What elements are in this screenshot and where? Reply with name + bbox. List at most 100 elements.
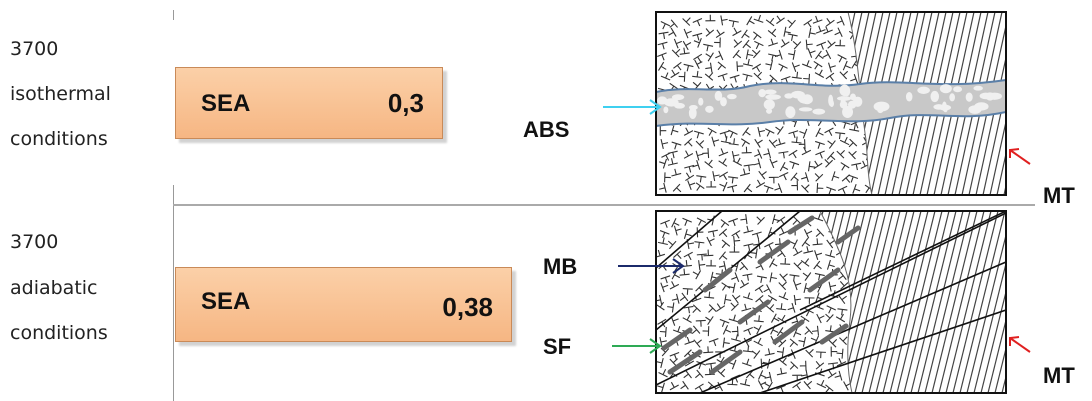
tee-mark: [764, 371, 773, 382]
hatch-line: [868, 211, 915, 393]
tee-mark: [695, 319, 706, 327]
tee-mark: [693, 130, 704, 139]
shear-line-5: [759, 309, 1006, 393]
tee-mark: [673, 38, 683, 49]
tee-mark: [706, 180, 717, 188]
tee-mark: [728, 218, 739, 227]
sf-band-3: [709, 349, 743, 375]
void-bubble: [829, 100, 834, 107]
tee-mark: [682, 40, 692, 51]
tee-mark: [719, 130, 730, 139]
void-bubble: [943, 106, 948, 113]
sf-band-9: [807, 267, 841, 293]
tee-mark: [696, 217, 707, 226]
sf-band-4: [702, 267, 733, 293]
tee-mark: [771, 214, 780, 225]
tee-mark: [848, 138, 858, 148]
tee-mark: [842, 60, 851, 71]
tee-mark: [769, 158, 778, 169]
tee-mark: [704, 159, 713, 169]
tee-mark: [778, 292, 789, 301]
tee-mark: [770, 313, 780, 323]
tee-mark: [826, 259, 835, 270]
tee-mark: [692, 18, 703, 27]
tee-mark: [836, 358, 847, 367]
tee-mark: [827, 370, 837, 379]
tee-mark: [789, 239, 798, 249]
tee-mark: [669, 351, 680, 361]
tee-mark: [815, 150, 825, 159]
void-bubble: [842, 106, 854, 118]
tee-mark: [753, 14, 764, 23]
tee-mark: [826, 305, 836, 314]
tee-mark: [803, 19, 813, 28]
tee-mark: [718, 148, 729, 157]
tee-mark: [758, 170, 767, 180]
tee-mark: [658, 31, 669, 40]
tee-mark: [742, 73, 753, 82]
void-bubble: [698, 97, 704, 106]
tee-mark: [683, 28, 692, 39]
tee-mark: [718, 228, 728, 238]
tee-mark: [659, 182, 667, 193]
tee-mark: [768, 139, 778, 148]
sf-label: SF: [543, 334, 572, 359]
tee-mark: [718, 171, 729, 180]
void-bubble: [839, 101, 848, 109]
tee-mark: [769, 272, 777, 283]
tee-mark: [745, 370, 755, 379]
tee-mark: [704, 72, 714, 81]
tee-mark: [815, 127, 824, 138]
tee-mark: [717, 73, 728, 82]
tee-mark: [767, 28, 777, 38]
tee-mark: [778, 281, 787, 291]
tee-mark: [816, 313, 825, 324]
tee-mark: [659, 125, 667, 136]
tee-mark: [705, 316, 714, 325]
tee-mark: [755, 295, 764, 304]
tee-mark: [742, 127, 751, 136]
tee-mark: [827, 140, 836, 149]
tee-mark: [788, 149, 798, 159]
tee-mark: [793, 294, 801, 305]
hatch-line: [848, 12, 863, 195]
tee-mark: [778, 63, 788, 72]
tee-mark: [671, 293, 680, 304]
bottom-panel: [655, 210, 1007, 394]
tee-mark: [848, 150, 857, 160]
tee-mark: [791, 136, 802, 144]
tee-mark: [717, 61, 727, 71]
tee-mark: [831, 171, 840, 182]
phase-boundary-bottom: [819, 210, 853, 394]
tee-mark: [792, 40, 802, 50]
tee-mark: [780, 39, 790, 48]
tee-mark: [728, 19, 739, 28]
tee-mark: [814, 250, 823, 261]
tee-mark: [803, 228, 813, 239]
tee-mark: [659, 336, 667, 347]
tee-mark: [660, 282, 669, 293]
sf-band-7: [787, 215, 815, 235]
tee-mark: [743, 243, 754, 251]
tee-mark: [730, 302, 739, 312]
void-bubble: [663, 106, 669, 114]
tee-mark: [728, 138, 739, 146]
tee-mark: [656, 358, 664, 368]
tee-mark: [712, 171, 720, 182]
tee-mark: [799, 360, 807, 371]
tee-mark: [694, 241, 705, 249]
void-bubble: [801, 94, 813, 105]
tee-mark: [683, 150, 694, 159]
void-bubble: [671, 94, 685, 101]
tee-mark: [849, 124, 860, 132]
tee-mark: [667, 302, 675, 313]
left-axis-bottom: [173, 185, 174, 401]
tee-mark: [802, 272, 812, 281]
tee-mark: [765, 60, 774, 71]
tee-mark: [826, 151, 836, 161]
tee-mark: [693, 53, 703, 63]
hatch-line: [987, 211, 1006, 393]
tee-mark: [731, 230, 741, 239]
tee-mark: [774, 183, 783, 193]
tee-mark: [814, 173, 824, 182]
